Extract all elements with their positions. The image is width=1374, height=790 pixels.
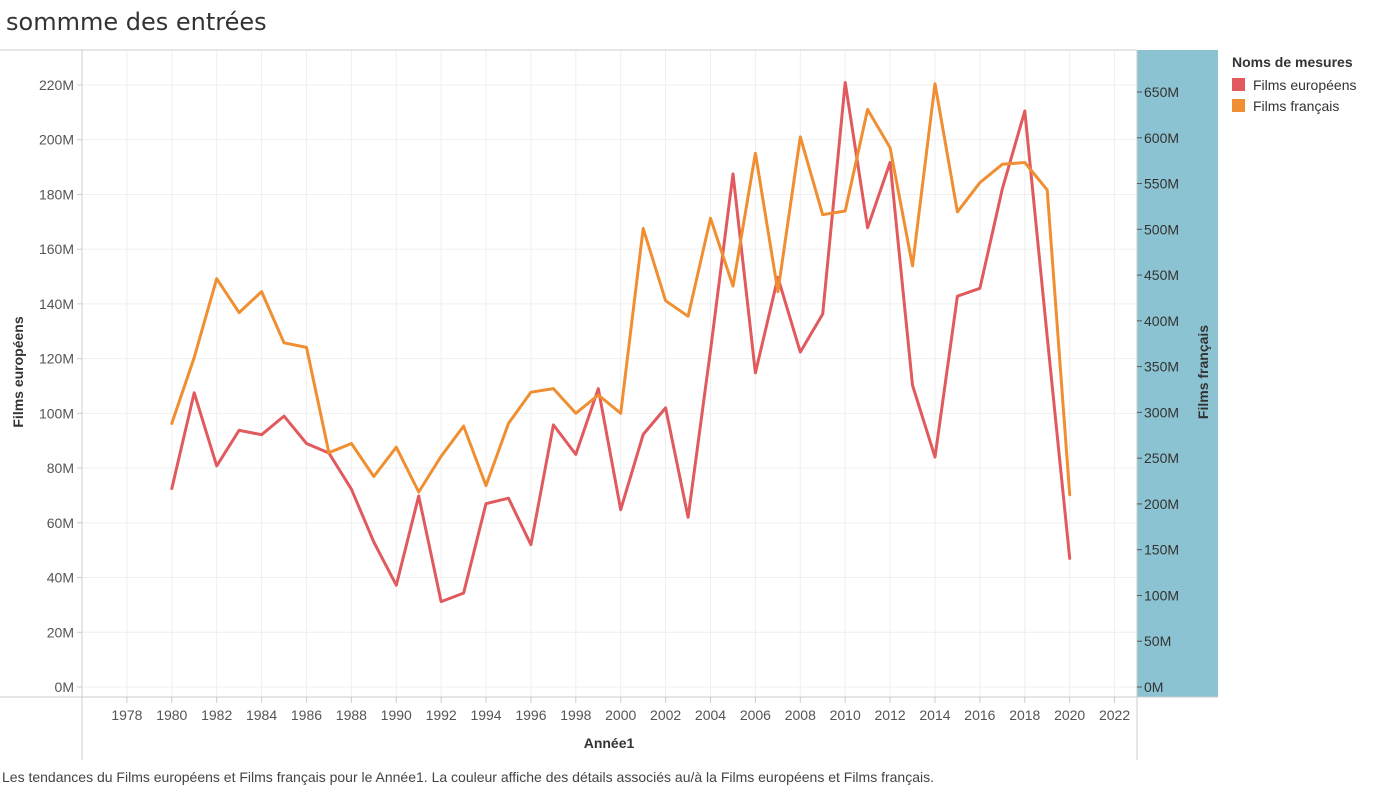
y-right-tick-label: 200M	[1144, 496, 1179, 512]
y-left-tick-label: 100M	[39, 405, 74, 421]
chart-title: sommme des entrées	[6, 8, 267, 36]
x-tick-label: 2006	[740, 707, 771, 723]
y-right-tick-label: 450M	[1144, 267, 1179, 283]
y-right-tick-label: 600M	[1144, 130, 1179, 146]
y-left-tick-label: 200M	[39, 132, 74, 148]
y-left-tick-label: 160M	[39, 241, 74, 257]
y-right-tick-label: 550M	[1144, 176, 1179, 192]
legend-title: Noms de mesures	[1232, 54, 1353, 70]
x-tick-label: 2008	[785, 707, 816, 723]
x-tick-label: 1986	[291, 707, 322, 723]
x-tick-label: 2020	[1054, 707, 1085, 723]
x-tick-label: 1990	[381, 707, 412, 723]
x-tick-label: 2022	[1099, 707, 1130, 723]
x-tick-label: 1994	[470, 707, 501, 723]
y-right-tick-label: 400M	[1144, 313, 1179, 329]
x-tick-label: 1982	[201, 707, 232, 723]
y-left-tick-label: 140M	[39, 296, 74, 312]
y-right-tick-label: 250M	[1144, 450, 1179, 466]
x-tick-label: 2018	[1009, 707, 1040, 723]
legend-item-films-francais[interactable]: Films français	[1232, 95, 1357, 116]
y-left-tick-label: 120M	[39, 351, 74, 367]
y-left-tick-label: 40M	[47, 570, 74, 586]
y-right-tick-label: 0M	[1144, 679, 1163, 695]
y-right-tick-label: 150M	[1144, 542, 1179, 558]
x-tick-label: 2016	[964, 707, 995, 723]
left-y-axis: 0M 20M 40M 60M 80M 100M 120M 140M 160M 180M 200M 22…	[39, 77, 82, 695]
x-tick-label: 2000	[605, 707, 636, 723]
legend-label-films-europeens: Films européens	[1253, 76, 1357, 93]
x-tick-label: 1998	[560, 707, 591, 723]
right-axis-band	[1137, 50, 1218, 697]
x-tick-label: 1996	[515, 707, 546, 723]
y-left-tick-label: 220M	[39, 77, 74, 93]
x-tick-label: 1978	[111, 707, 142, 723]
x-axis-title: Année1	[584, 735, 635, 751]
y-left-tick-label: 20M	[47, 624, 74, 640]
x-tick-label: 2004	[695, 707, 726, 723]
legend-swatch-films-europeens	[1232, 78, 1245, 91]
x-tick-label: 1988	[336, 707, 367, 723]
y-right-tick-label: 500M	[1144, 221, 1179, 237]
y-left-tick-label: 60M	[47, 515, 74, 531]
series-line-films-francais	[170, 82, 1072, 497]
y-left-tick-label: 0M	[55, 679, 74, 695]
x-tick-label: 2010	[830, 707, 861, 723]
x-tick-label: 1980	[156, 707, 187, 723]
x-axis: 1978 1980 1982 1984 1986 1988 1990 1992 1994 1996…	[111, 697, 1130, 723]
x-tick-label: 1992	[426, 707, 457, 723]
x-tick-label: 2012	[875, 707, 906, 723]
legend-swatch-films-francais	[1232, 99, 1245, 112]
y-left-tick-label: 180M	[39, 186, 74, 202]
y-right-tick-label: 350M	[1144, 359, 1179, 375]
y-right-tick-label: 100M	[1144, 587, 1179, 603]
legend: Noms de mesures Films européens Films fr…	[1232, 54, 1357, 116]
y-axis-right-title: Films français	[1195, 325, 1211, 419]
x-tick-label: 2014	[919, 707, 950, 723]
series-lines	[170, 81, 1072, 604]
x-tick-label: 2002	[650, 707, 681, 723]
y-right-tick-label: 300M	[1144, 404, 1179, 420]
legend-item-films-europeens[interactable]: Films européens	[1232, 74, 1357, 95]
y-left-tick-label: 80M	[47, 460, 74, 476]
y-right-tick-label: 50M	[1144, 633, 1171, 649]
series-line-films-europeens	[170, 81, 1072, 604]
gridlines	[82, 50, 1137, 697]
chart-caption: Les tendances du Films européens et Film…	[2, 769, 935, 785]
right-y-axis: 0M 50M 100M 150M 200M 250M 300M 350M 400M 450M 500…	[1137, 84, 1179, 695]
y-right-tick-label: 650M	[1144, 84, 1179, 100]
y-axis-left-title: Films européens	[10, 316, 26, 427]
legend-label-films-francais: Films français	[1253, 97, 1340, 114]
x-tick-label: 1984	[246, 707, 277, 723]
